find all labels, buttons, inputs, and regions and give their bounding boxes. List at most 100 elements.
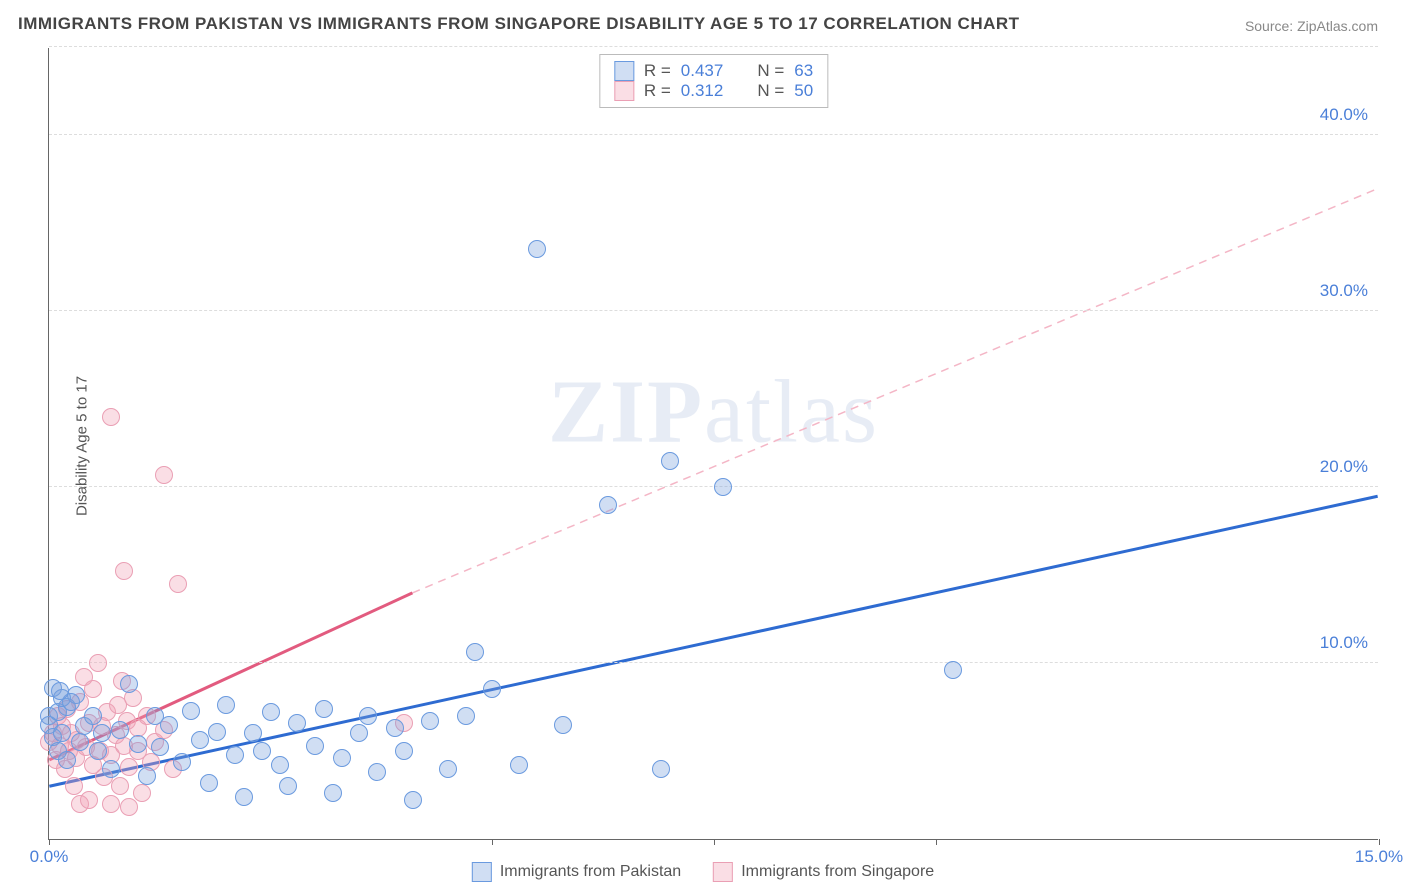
data-point <box>93 724 111 742</box>
data-point <box>324 784 342 802</box>
data-point <box>84 707 102 725</box>
data-point <box>368 763 386 781</box>
data-point <box>244 724 262 742</box>
y-tick-label: 30.0% <box>1320 281 1368 301</box>
data-point <box>661 452 679 470</box>
data-point <box>421 712 439 730</box>
data-point <box>84 680 102 698</box>
data-point <box>510 756 528 774</box>
data-point <box>235 788 253 806</box>
data-point <box>483 680 501 698</box>
source-attribution: Source: ZipAtlas.com <box>1245 18 1378 34</box>
data-point <box>173 753 191 771</box>
y-tick-label: 40.0% <box>1320 105 1368 125</box>
data-point <box>160 716 178 734</box>
data-point <box>404 791 422 809</box>
data-point <box>65 777 83 795</box>
stats-n-value: 50 <box>794 81 813 101</box>
stats-r-label: R = <box>644 61 671 81</box>
data-point <box>151 738 169 756</box>
data-point <box>528 240 546 258</box>
data-point <box>217 696 235 714</box>
data-point <box>53 724 71 742</box>
data-point <box>714 478 732 496</box>
data-point <box>191 731 209 749</box>
data-point <box>129 735 147 753</box>
data-point <box>111 721 129 739</box>
data-point <box>89 654 107 672</box>
data-point <box>111 777 129 795</box>
stats-swatch <box>614 61 634 81</box>
legend-item-singapore: Immigrants from Singapore <box>713 862 934 882</box>
data-point <box>58 751 76 769</box>
data-point <box>182 702 200 720</box>
correlation-stats-box: R = 0.437 N = 63 R = 0.312 N = 50 <box>599 54 828 108</box>
legend-swatch-blue <box>472 862 492 882</box>
data-point <box>262 703 280 721</box>
stats-n-value: 63 <box>794 61 813 81</box>
y-tick-label: 20.0% <box>1320 457 1368 477</box>
data-point <box>359 707 377 725</box>
data-point <box>155 466 173 484</box>
data-point <box>944 661 962 679</box>
data-point <box>200 774 218 792</box>
legend-label-pakistan: Immigrants from Pakistan <box>500 863 681 881</box>
gridline <box>49 134 1378 135</box>
x-tick <box>936 839 937 845</box>
data-point <box>102 795 120 813</box>
data-point <box>120 675 138 693</box>
x-tick <box>1379 839 1380 845</box>
legend-item-pakistan: Immigrants from Pakistan <box>472 862 681 882</box>
stats-r-label: R = <box>644 81 671 101</box>
data-point <box>80 791 98 809</box>
watermark-atlas: atlas <box>704 362 879 461</box>
x-tick <box>49 839 50 845</box>
x-tick <box>714 839 715 845</box>
y-tick-label: 10.0% <box>1320 633 1368 653</box>
data-point <box>208 723 226 741</box>
data-point <box>395 742 413 760</box>
stats-row: R = 0.312 N = 50 <box>614 81 813 101</box>
watermark-zip: ZIP <box>548 362 704 461</box>
data-point <box>386 719 404 737</box>
stats-r-value: 0.312 <box>681 81 724 101</box>
data-point <box>554 716 572 734</box>
scatter-plot-area: ZIPatlas R = 0.437 N = 63 R = 0.312 N = 50 10.0… <box>48 48 1378 840</box>
data-point <box>133 784 151 802</box>
data-point <box>288 714 306 732</box>
trend-lines-svg <box>49 48 1378 839</box>
data-point <box>253 742 271 760</box>
gridline <box>49 662 1378 663</box>
stats-n-label: N = <box>757 81 784 101</box>
data-point <box>102 760 120 778</box>
data-point <box>120 758 138 776</box>
data-point <box>652 760 670 778</box>
x-tick-label: 15.0% <box>1355 847 1403 867</box>
x-tick <box>492 839 493 845</box>
data-point <box>120 798 138 816</box>
data-point <box>226 746 244 764</box>
data-point <box>115 562 133 580</box>
stats-r-value: 0.437 <box>681 61 724 81</box>
data-point <box>306 737 324 755</box>
legend-swatch-pink <box>713 862 733 882</box>
data-point <box>102 408 120 426</box>
data-point <box>279 777 297 795</box>
stats-n-label: N = <box>757 61 784 81</box>
stats-row: R = 0.437 N = 63 <box>614 61 813 81</box>
data-point <box>466 643 484 661</box>
data-point <box>439 760 457 778</box>
data-point <box>169 575 187 593</box>
x-tick-label: 0.0% <box>30 847 69 867</box>
data-point <box>350 724 368 742</box>
stats-swatch <box>614 81 634 101</box>
watermark: ZIPatlas <box>548 360 879 463</box>
gridline <box>49 46 1378 47</box>
data-point <box>71 733 89 751</box>
data-point <box>333 749 351 767</box>
data-point <box>599 496 617 514</box>
data-point <box>315 700 333 718</box>
data-point <box>51 682 69 700</box>
gridline <box>49 310 1378 311</box>
data-point <box>138 767 156 785</box>
